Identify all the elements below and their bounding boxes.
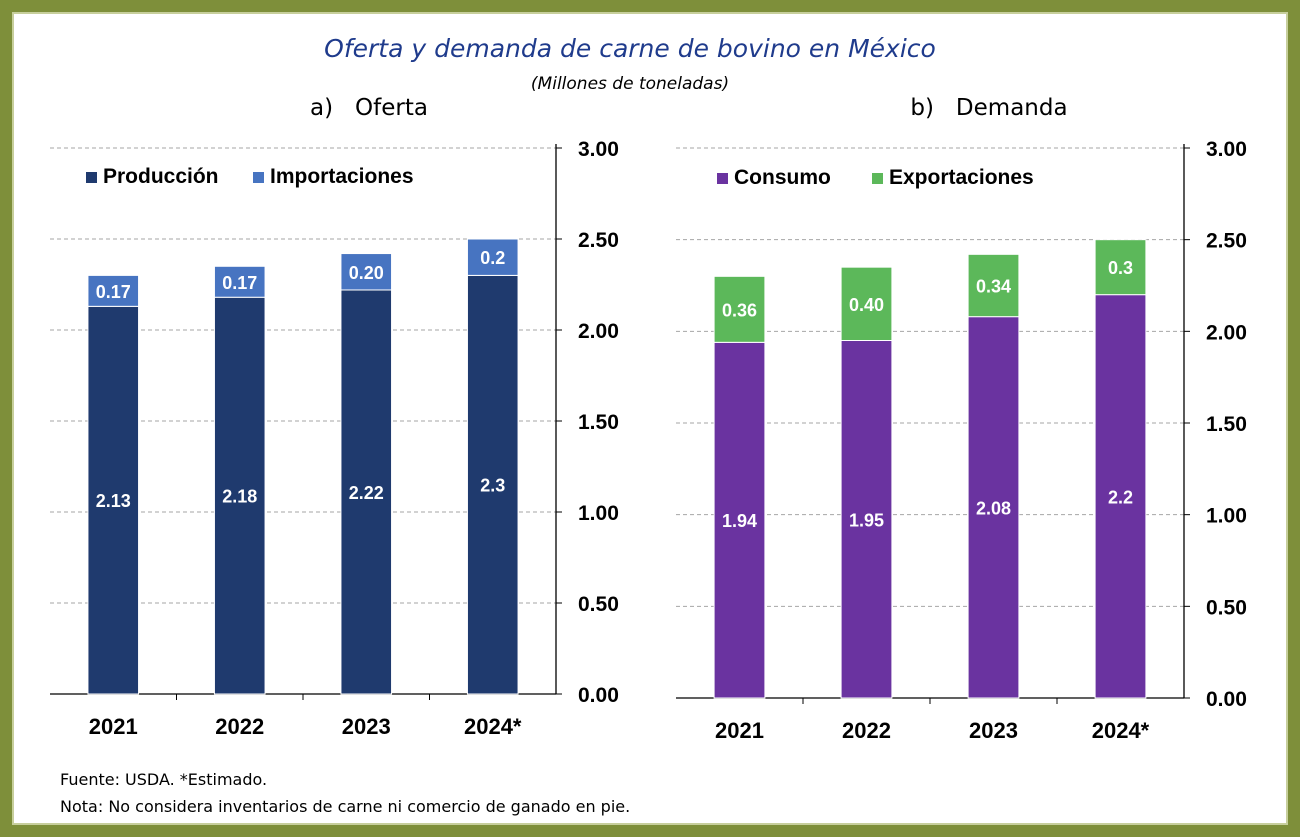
bar-oferta-produccin-2023 <box>340 289 393 695</box>
bar-oferta-produccin-2024 <box>466 274 519 695</box>
y-tick-label-oferta: 1.00 <box>578 502 619 525</box>
y-tick-label-oferta: 2.00 <box>578 320 619 343</box>
footnote: Nota: No considera inventarios de carne … <box>60 797 631 816</box>
y-tick-label-oferta: 1.50 <box>578 411 619 434</box>
data-label-demanda: 0.36 <box>722 300 757 320</box>
x-tick-label-oferta: 2023 <box>342 714 391 739</box>
x-tick-label-demanda: 2024* <box>1092 718 1150 743</box>
data-label-oferta: 2.22 <box>349 483 384 503</box>
legend-label-oferta: Producción <box>103 165 219 188</box>
y-tick-label-demanda: 2.50 <box>1206 230 1247 253</box>
y-tick-label-demanda: 2.00 <box>1206 321 1247 344</box>
bar-demanda-exportaciones-2021 <box>713 275 766 343</box>
legend-swatch-oferta <box>86 172 97 183</box>
legend-label-demanda: Consumo <box>734 166 831 189</box>
data-label-oferta: 0.2 <box>480 248 505 268</box>
y-tick-label-demanda: 0.50 <box>1206 596 1247 619</box>
x-tick-label-demanda: 2023 <box>969 718 1018 743</box>
bar-demanda-exportaciones-2024 <box>1094 239 1147 296</box>
legend-swatch-demanda <box>717 173 728 184</box>
legend-label-demanda: Exportaciones <box>889 166 1034 189</box>
y-tick-label-demanda: 0.00 <box>1206 688 1247 711</box>
chart-subtitle: (Millones de toneladas) <box>530 74 730 94</box>
data-label-demanda: 1.95 <box>849 510 884 530</box>
panel-title-oferta: a) Oferta <box>310 95 428 121</box>
charts-canvas: a) Oferta 0.00 0.50 1.00 1.50 2.00 2.50 3.00 2.1… <box>50 95 1247 743</box>
bar-demanda-consumo-2023 <box>967 316 1020 699</box>
bar-oferta-importaciones-2023 <box>340 253 393 291</box>
panel-title-demanda: b) Demanda <box>910 95 1067 121</box>
data-label-oferta: 2.18 <box>222 487 257 507</box>
y-tick-label-oferta: 2.50 <box>578 229 619 252</box>
bar-demanda-consumo-2021 <box>713 341 766 699</box>
legend-label-oferta: Importaciones <box>270 165 414 188</box>
x-tick-label-oferta: 2022 <box>215 714 264 739</box>
footer: Fuente: USDA. *Estimado. Nota: No consid… <box>60 766 630 820</box>
y-tick-label-oferta: 0.00 <box>578 684 619 707</box>
bar-oferta-importaciones-2024 <box>466 238 519 276</box>
data-label-demanda: 0.40 <box>849 295 884 315</box>
x-tick-label-demanda: 2021 <box>715 718 764 743</box>
data-label-oferta: 0.17 <box>222 273 257 293</box>
x-tick-label-oferta: 2021 <box>89 714 138 739</box>
bar-demanda-exportaciones-2023 <box>967 253 1020 318</box>
data-label-oferta: 0.17 <box>96 282 131 302</box>
bar-demanda-consumo-2022 <box>840 340 893 699</box>
legend-swatch-demanda <box>872 173 883 184</box>
data-label-oferta: 0.20 <box>349 263 384 283</box>
data-label-demanda: 2.2 <box>1108 487 1133 507</box>
bar-demanda-consumo-2024 <box>1094 294 1147 699</box>
y-tick-label-demanda: 1.00 <box>1206 505 1247 528</box>
x-tick-label-oferta: 2024* <box>464 714 522 739</box>
figure-panel: Oferta y demanda de carne de bovino en M… <box>12 12 1288 825</box>
bar-oferta-importaciones-2022 <box>213 265 266 298</box>
y-tick-label-demanda: 3.00 <box>1206 138 1247 161</box>
y-tick-label-demanda: 1.50 <box>1206 413 1247 436</box>
x-tick-label-demanda: 2022 <box>842 718 891 743</box>
data-label-demanda: 2.08 <box>976 498 1011 518</box>
data-label-oferta: 2.3 <box>480 476 505 496</box>
data-label-oferta: 2.13 <box>96 491 131 511</box>
data-label-demanda: 0.3 <box>1108 258 1133 278</box>
data-label-demanda: 1.94 <box>722 511 757 531</box>
data-label-demanda: 0.34 <box>976 277 1011 297</box>
bar-oferta-produccin-2022 <box>213 296 266 695</box>
bar-oferta-produccin-2021 <box>87 305 140 695</box>
chart-title: Oferta y demanda de carne de bovino en M… <box>324 34 936 63</box>
legend-swatch-oferta <box>253 172 264 183</box>
bar-oferta-importaciones-2021 <box>87 274 140 307</box>
y-tick-label-oferta: 3.00 <box>578 138 619 161</box>
bar-demanda-exportaciones-2022 <box>840 266 893 342</box>
source-note: Fuente: USDA. *Estimado. <box>60 770 268 789</box>
y-tick-label-oferta: 0.50 <box>578 593 619 616</box>
